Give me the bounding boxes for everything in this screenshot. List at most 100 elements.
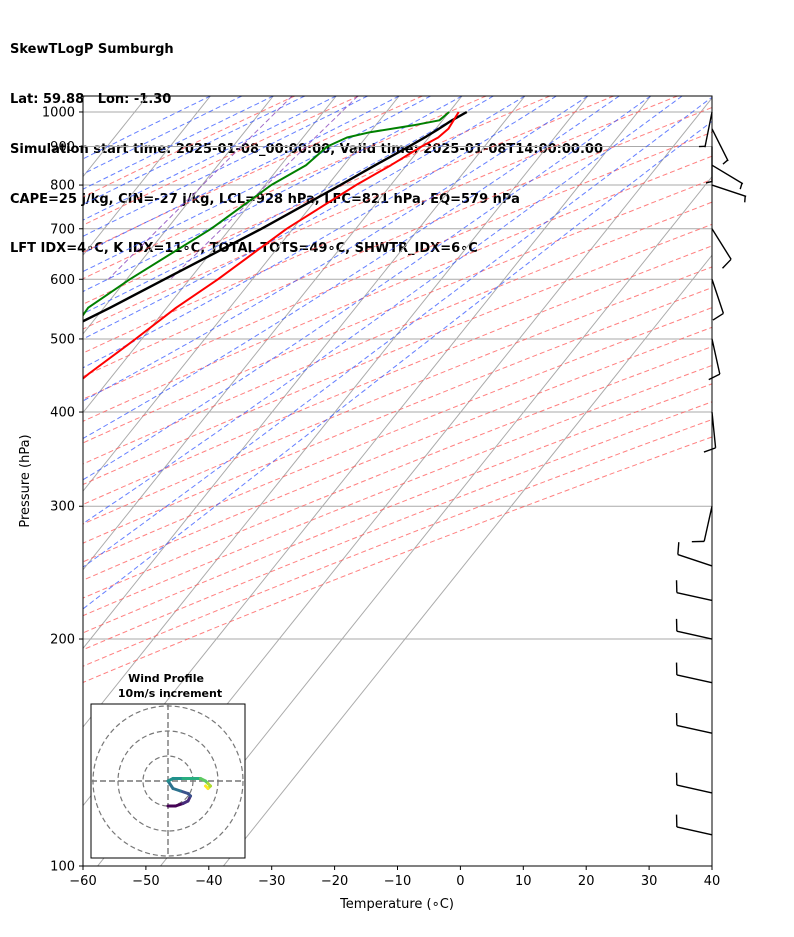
x-tick-label: −40 <box>195 874 222 889</box>
wind-barb-staff <box>676 630 713 640</box>
isotherm-line <box>223 254 712 866</box>
wind-barb-staff <box>711 228 732 260</box>
x-tick-label: −10 <box>384 874 411 889</box>
cape-area <box>0 388 71 866</box>
moist-adiabat-line <box>83 96 337 221</box>
wind-barb-staff <box>711 128 729 162</box>
wind-barb <box>675 580 713 602</box>
wind-barb <box>675 814 713 836</box>
hodograph-inset: Wind Profile 10m/s increment <box>90 672 246 859</box>
wind-barb-staff <box>704 111 713 148</box>
dry-adiabat-line <box>83 326 712 581</box>
y-tick-label: 100 <box>50 860 75 875</box>
x-axis-ticks: −60 −50 −40 −30 −20 −10 0 10 20 30 40 <box>69 866 720 889</box>
isotherm-line <box>83 96 463 571</box>
y-tick-label: 300 <box>50 500 75 515</box>
wind-barb <box>677 542 713 567</box>
wind-barb-staff <box>677 553 713 567</box>
moist-adiabat-line <box>83 96 651 481</box>
wind-barb <box>698 111 713 148</box>
wind-barb <box>675 713 713 734</box>
dry-adiabat-line <box>83 245 712 506</box>
x-tick-label: 0 <box>456 874 464 889</box>
y-tick-label: 400 <box>50 406 75 421</box>
x-axis-label: Temperature (∘C) <box>339 897 454 912</box>
wind-barb-staff <box>676 826 713 836</box>
dry-adiabat-line <box>83 383 712 634</box>
hodograph-subtitle: 10m/s increment <box>118 687 222 700</box>
x-tick-label: −60 <box>69 874 96 889</box>
dry-adiabat-line <box>83 131 712 400</box>
wind-barb <box>703 411 717 453</box>
isotherm-line <box>83 96 589 728</box>
y-axis-label: Pressure (hPa) <box>18 434 33 527</box>
moist-adiabat-line <box>83 96 274 190</box>
x-tick-label: −30 <box>258 874 285 889</box>
x-tick-label: −20 <box>321 874 348 889</box>
wind-barb-staff <box>711 184 747 198</box>
moist-adiabat-line <box>83 96 683 525</box>
wind-barb-staff <box>676 784 713 794</box>
wind-barbs <box>675 111 747 836</box>
x-tick-label: −50 <box>132 874 159 889</box>
wind-barb-feather <box>703 447 716 453</box>
y-tick-label: 900 <box>50 140 75 155</box>
wind-barb <box>711 279 725 321</box>
moist-adiabat-line <box>83 96 431 273</box>
x-tick-label: 10 <box>515 874 532 889</box>
hodograph-segment <box>204 784 210 790</box>
mixing-ratio-line <box>170 96 359 280</box>
wind-barb <box>711 128 729 165</box>
wind-barb <box>711 164 744 190</box>
dry-adiabat-line <box>83 346 712 599</box>
moist-adiabat-line <box>83 120 712 610</box>
wind-barb <box>675 618 713 640</box>
isotherm-line <box>83 96 526 650</box>
title-station: SkewTLogP Sumburgh <box>10 42 174 58</box>
mixing-ratio-line <box>107 96 293 280</box>
dry-adiabat-line <box>83 436 712 683</box>
y-tick-label: 700 <box>50 222 75 237</box>
y-tick-label: 200 <box>50 633 75 648</box>
wind-barb-staff <box>711 338 721 375</box>
moist-adiabat-line <box>83 96 589 402</box>
y-tick-label: 600 <box>50 273 75 288</box>
wind-barb <box>708 338 721 381</box>
dewpoint-line <box>83 111 450 317</box>
parcel-line <box>83 110 468 323</box>
wind-barb-half-feather <box>722 159 729 165</box>
y-tick-label: 800 <box>50 179 75 194</box>
isotherm-line <box>83 96 85 99</box>
hodograph-title: Wind Profile <box>128 672 204 685</box>
dry-adiabat-line <box>83 96 614 330</box>
wind-barb-feather <box>677 542 680 555</box>
mixing-ratio-lines <box>107 96 359 280</box>
moist-adiabat-line <box>83 96 243 175</box>
wind-barb-staff <box>711 164 744 185</box>
wind-barb <box>675 772 713 794</box>
wind-barb <box>691 506 713 543</box>
wind-barb-feather <box>708 373 721 381</box>
wind-barb-half-feather <box>705 180 713 184</box>
y-axis-ticks: 1000 900 800 700 600 500 400 300 200 100 <box>42 105 83 875</box>
dry-adiabat-line <box>83 401 712 651</box>
profile-lines <box>83 110 468 380</box>
moist-adiabat-line <box>83 96 557 369</box>
wind-barb <box>711 184 747 203</box>
wind-barb-staff <box>703 506 713 542</box>
dry-adiabat-line <box>83 106 712 378</box>
moist-adiabat-line <box>83 96 368 237</box>
cape-fill <box>0 388 71 866</box>
wind-barb-staff <box>676 674 713 684</box>
moist-adiabat-line <box>83 96 712 568</box>
moist-adiabat-line <box>83 96 620 440</box>
dry-adiabat-line <box>83 96 551 305</box>
moist-adiabat-line <box>83 96 306 206</box>
dry-adiabat-line <box>83 96 359 226</box>
x-tick-label: 30 <box>641 874 658 889</box>
wind-barb-staff <box>676 724 713 734</box>
moist-adiabat-line <box>83 96 526 340</box>
wind-barb <box>675 662 713 684</box>
temperature-line <box>83 111 460 380</box>
